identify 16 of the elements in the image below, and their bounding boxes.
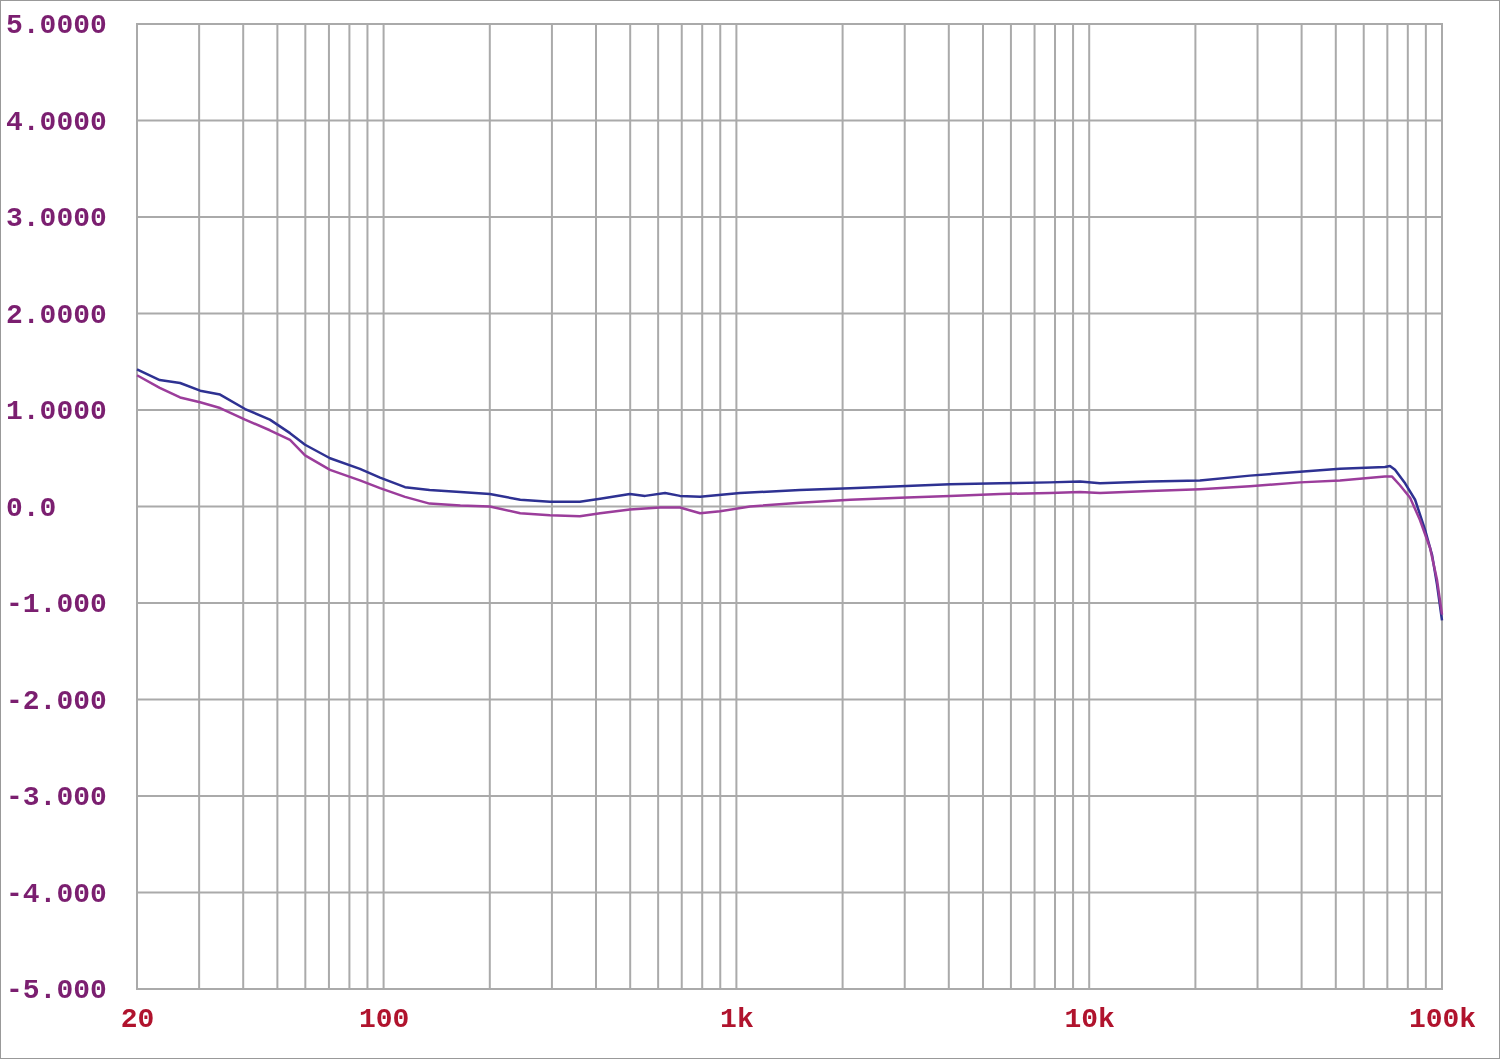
x-tick-label: 1k	[720, 1003, 754, 1035]
x-tick-label: 10k	[1064, 1003, 1116, 1035]
y-tick-label: 1.0000	[6, 396, 107, 428]
y-tick-label: -4.000	[6, 878, 107, 910]
x-tick-label: 100	[358, 1003, 410, 1035]
y-tick-label: -1.000	[6, 589, 107, 621]
y-tick-label: 3.0000	[6, 203, 107, 235]
x-tick-label: 20	[120, 1003, 155, 1035]
y-tick-label: -5.000	[6, 975, 107, 1007]
y-tick-label: 5.0000	[6, 10, 107, 42]
y-tick-label: 0.0	[6, 492, 57, 524]
y-tick-label: -3.000	[6, 782, 107, 814]
y-tick-label: 2.0000	[6, 299, 107, 331]
y-tick-label: -2.000	[6, 685, 107, 717]
y-tick-label: 4.0000	[6, 106, 107, 138]
x-tick-label: 100k	[1408, 1003, 1477, 1035]
